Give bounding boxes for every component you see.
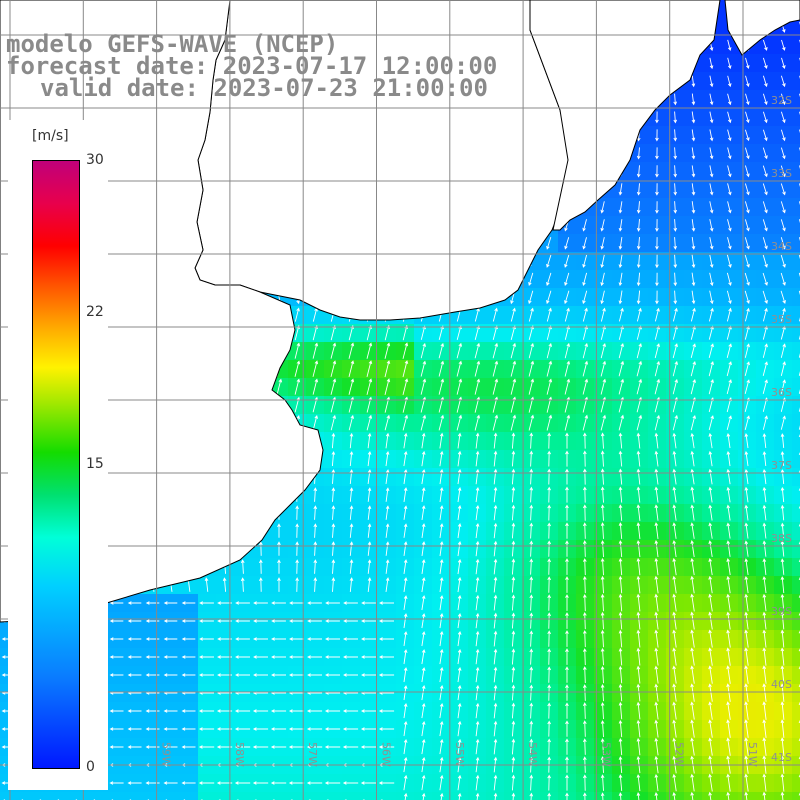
longitude-label: 52W [673, 742, 686, 767]
wind-cell [792, 270, 800, 288]
latitude-label: 33S [771, 167, 792, 180]
wind-cell [792, 486, 800, 504]
wind-cell [36, 792, 54, 800]
wind-cell [90, 792, 108, 800]
wind-cell [792, 342, 800, 360]
wind-cell [198, 792, 216, 800]
wind-cell [234, 792, 252, 800]
latitude-label: 35S [771, 313, 792, 326]
wind-cell [216, 792, 234, 800]
wind-cell [72, 792, 90, 800]
wind-cell [792, 630, 800, 648]
latitude-label: 32S [771, 94, 792, 107]
wind-cell [792, 108, 800, 126]
wind-cell [792, 234, 800, 252]
latitude-label: 34S [771, 240, 792, 253]
longitude-label: 59W [160, 742, 173, 767]
wind-cell [792, 72, 800, 90]
wind-cell [108, 792, 126, 800]
colorbar-gradient [32, 160, 80, 769]
wind-cell [792, 126, 800, 144]
wind-cell [306, 792, 324, 800]
wind-cell [342, 792, 360, 800]
wind-cell [792, 774, 800, 792]
wind-cell [792, 612, 800, 630]
latitude-label: 40S [771, 678, 792, 691]
longitude-label: 56W [380, 742, 393, 767]
wind-cell [360, 792, 378, 800]
colorbar-tick: 15 [86, 456, 104, 472]
colorbar-tick: 30 [86, 152, 104, 168]
wind-cell [792, 396, 800, 414]
wind-cell [792, 144, 800, 162]
latitude-label: 41S [771, 751, 792, 764]
wind-cell [792, 252, 800, 270]
longitude-label: 55W [453, 742, 466, 767]
wind-cell [792, 180, 800, 198]
wind-cell [792, 468, 800, 486]
wind-cell [792, 540, 800, 558]
wind-cell [792, 450, 800, 468]
wind-cell [792, 792, 800, 800]
latitude-label: 36S [771, 386, 792, 399]
wind-cell [162, 792, 180, 800]
wind-cell [792, 432, 800, 450]
valid-date: valid date: 2023-07-23 21:00:00 [40, 76, 488, 100]
colorbar-tick: 0 [86, 759, 95, 775]
wind-cell [792, 522, 800, 540]
wind-cell [144, 792, 162, 800]
wind-cell [792, 504, 800, 522]
latitude-label: 38S [771, 532, 792, 545]
wind-cell [792, 90, 800, 108]
longitude-label: 54W [526, 742, 539, 767]
wind-cell [792, 594, 800, 612]
longitude-label: 58W [233, 742, 246, 767]
wind-cell [792, 360, 800, 378]
wind-cell [180, 792, 198, 800]
latitude-label: 37S [771, 459, 792, 472]
wind-cell [792, 558, 800, 576]
wind-cell [270, 792, 288, 800]
colorbar-unit: [m/s] [32, 128, 69, 144]
wind-cell [792, 306, 800, 324]
longitude-label: 53W [599, 742, 612, 767]
wind-cell [252, 792, 270, 800]
wind-cell [0, 792, 18, 800]
latitude-label: 39S [771, 605, 792, 618]
wind-cell [792, 378, 800, 396]
wind-cell [792, 288, 800, 306]
wind-cell [54, 792, 72, 800]
wind-cell [324, 792, 342, 800]
wind-cell [792, 648, 800, 666]
longitude-label: 57W [306, 742, 319, 767]
colorbar: [m/s] 30 22 15 0 [8, 120, 108, 790]
wind-cell [792, 414, 800, 432]
wind-cell [792, 54, 800, 72]
longitude-label: 51W [746, 742, 759, 767]
wind-cell [792, 162, 800, 180]
wind-cell [18, 792, 36, 800]
wind-cell [792, 216, 800, 234]
wind-cell [792, 198, 800, 216]
wind-cell [378, 792, 396, 800]
wind-cell [792, 576, 800, 594]
wind-cell [126, 792, 144, 800]
wind-cell [792, 36, 800, 54]
colorbar-tick: 22 [86, 304, 104, 320]
